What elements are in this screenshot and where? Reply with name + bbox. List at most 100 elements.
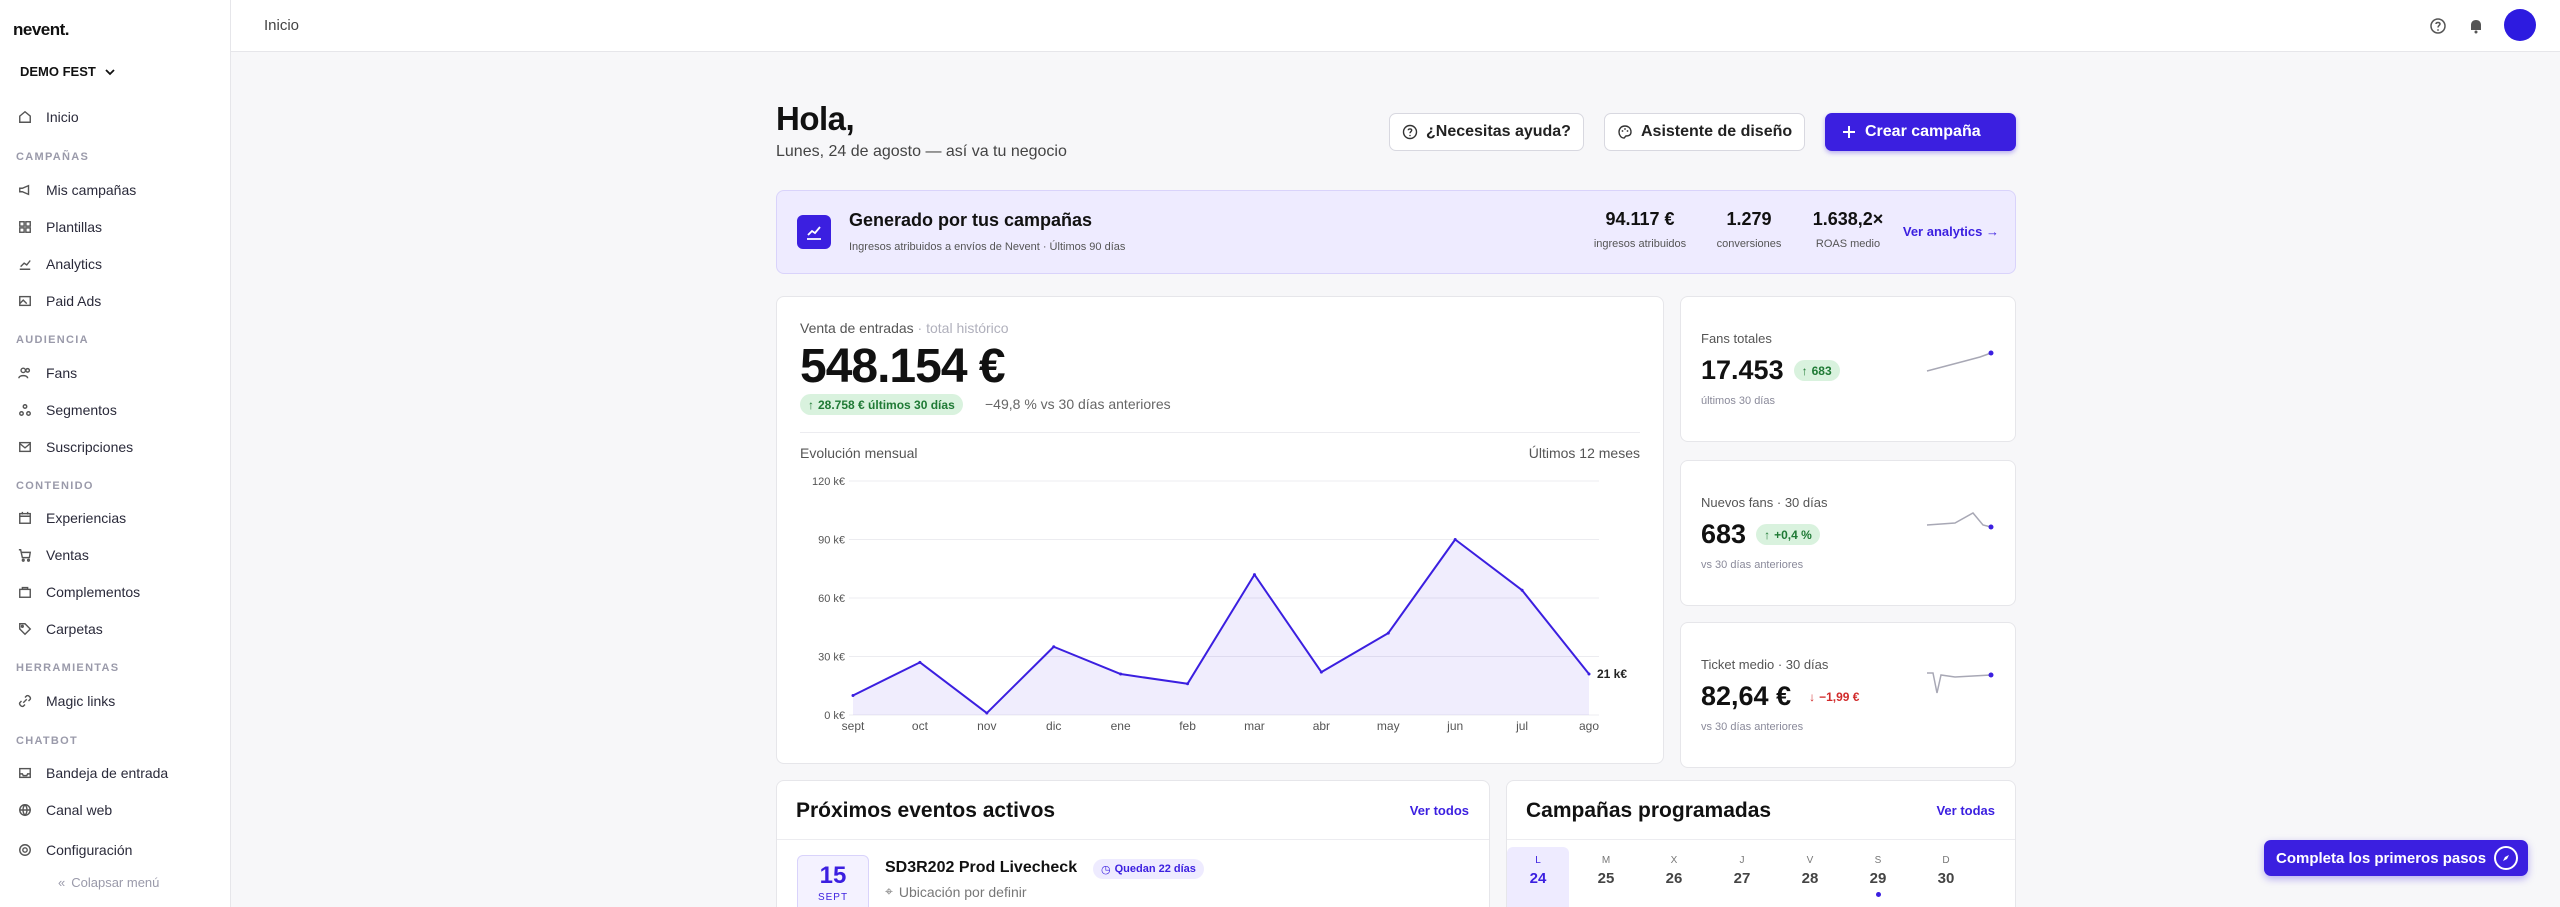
calendar-day[interactable]: X 26 xyxy=(1665,855,1683,887)
mail-icon xyxy=(19,441,31,453)
trend-badge: ↓ −1,99 € xyxy=(1809,689,1860,704)
sidebar-item-fans[interactable]: Fans xyxy=(18,362,77,384)
data-point xyxy=(1052,645,1056,649)
collapse-menu-button[interactable]: « Colapsar menú xyxy=(58,875,160,890)
x-tick-label: ene xyxy=(1111,719,1131,733)
pin-icon: ⌖ xyxy=(885,883,893,899)
sidebar-item-configuracion[interactable]: Configuración xyxy=(18,839,132,861)
arrow-up-icon: ↑ xyxy=(808,397,814,412)
sidebar-item-magic-links[interactable]: Magic links xyxy=(18,690,115,712)
divider xyxy=(800,432,1640,433)
kpi-card-new-fans[interactable]: Nuevos fans · 30 días 683 ↑ +0,4 % vs 30 … xyxy=(1680,460,2016,606)
bell-icon[interactable] xyxy=(2466,16,2486,36)
data-point xyxy=(1119,672,1123,676)
x-tick-label: nov xyxy=(977,719,996,733)
sidebar-item-inicio[interactable]: Inicio xyxy=(18,106,79,128)
sidebar-section-chatbot: CHATBOT xyxy=(16,735,79,747)
trend-badge: ↑ +0,4 % xyxy=(1756,524,1820,545)
view-all-campaigns-link[interactable]: Ver todas xyxy=(1936,803,1995,818)
calendar-day[interactable]: V 28 xyxy=(1801,855,1819,887)
evolution-label: Evolución mensual xyxy=(800,445,918,461)
x-tick-label: jul xyxy=(1515,719,1528,733)
kpi-card-fans[interactable]: Fans totales 17.453 ↑ 683 últimos 30 días xyxy=(1680,296,2016,442)
sidebar-item-analytics[interactable]: Analytics xyxy=(18,253,102,275)
x-tick-label: mar xyxy=(1244,719,1265,733)
sparkline xyxy=(1927,672,1994,694)
banner-subtitle: Ingresos atribuidos a envíos de Nevent ·… xyxy=(849,241,1126,253)
kpi-card-avg-ticket[interactable]: Ticket medio · 30 días 82,64 € ↓ −1,99 € … xyxy=(1680,622,2016,768)
calendar-day[interactable]: L 24 xyxy=(1507,847,1569,907)
page-title: Hola, xyxy=(776,100,855,137)
banner-title: Generado por tus campañas xyxy=(849,210,1093,230)
data-point xyxy=(985,711,989,715)
ticket-sales-card: Venta de entradas · total histórico 548.… xyxy=(776,296,1664,764)
event-date: 15 SEPT xyxy=(797,855,869,907)
chevron-down-icon xyxy=(105,68,115,75)
link-icon xyxy=(18,694,32,708)
design-assistant-button[interactable]: Asistente de diseño xyxy=(1604,113,1806,151)
help-button[interactable]: ¿Necesitas ayuda? xyxy=(1389,113,1584,151)
sidebar-item-plantillas[interactable]: Plantillas xyxy=(18,216,102,238)
sidebar-section-audiencia: AUDIENCIA xyxy=(16,334,89,346)
last-value-label: 21 k€ xyxy=(1597,667,1627,681)
calendar-day[interactable]: D 30 xyxy=(1937,855,1955,887)
sidebar-item-bandeja[interactable]: Bandeja de entrada xyxy=(18,762,168,784)
org-name: DEMO FEST xyxy=(20,64,96,79)
y-tick-label: 0 k€ xyxy=(824,710,845,722)
app-logo[interactable]: nevent. xyxy=(13,20,70,39)
topbar: Inicio xyxy=(231,0,2560,52)
sidebar-item-complementos[interactable]: Complementos xyxy=(18,581,140,603)
image-icon xyxy=(19,295,31,307)
x-tick-label: may xyxy=(1377,719,1400,733)
view-analytics-link[interactable]: Ver analytics → xyxy=(1902,224,1999,239)
scheduled-campaigns-card: Campañas programadas Ver todas L 24 M 25 X… xyxy=(1506,780,2016,907)
calendar-day[interactable]: M 25 xyxy=(1597,855,1615,887)
arrow-up-icon: ↑ xyxy=(1801,363,1808,378)
data-point xyxy=(1520,588,1524,592)
globe-icon xyxy=(19,804,31,817)
sidebar-item-ventas[interactable]: Ventas xyxy=(18,544,89,566)
data-point xyxy=(1453,538,1457,541)
chart-line-icon xyxy=(19,260,31,270)
evolution-range: Últimos 12 meses xyxy=(1528,445,1640,461)
series-area xyxy=(853,539,1589,715)
sparkline xyxy=(1926,512,1994,530)
arrow-up-icon: ↑ xyxy=(1764,527,1771,542)
x-tick-label: oct xyxy=(912,719,929,733)
event-countdown-badge: ◷ Quedan 22 días xyxy=(1093,859,1204,879)
calendar-day[interactable]: S 29 xyxy=(1847,855,1909,897)
breadcrumb[interactable]: Inicio xyxy=(264,17,300,34)
sales-growth-badge: ↑ 28.758 € últimos 30 días xyxy=(800,394,963,415)
inbox-icon xyxy=(19,767,31,779)
y-tick-label: 120 k€ xyxy=(812,476,845,488)
org-selector[interactable]: DEMO FEST xyxy=(20,64,116,79)
sidebar-item-carpetas[interactable]: Carpetas xyxy=(18,618,103,640)
x-tick-label: jun xyxy=(1446,719,1463,733)
x-tick-label: abr xyxy=(1313,719,1330,733)
avatar[interactable] xyxy=(2504,9,2536,41)
event-name[interactable]: SD3R202 Prod Livecheck xyxy=(885,859,1078,876)
upcoming-events-card: Próximos eventos activos Ver todos 15 SE… xyxy=(776,780,1490,907)
plus-icon xyxy=(1843,126,1855,138)
sidebar-item-segmentos[interactable]: Segmentos xyxy=(18,399,117,421)
trend-badge: ↑ 683 xyxy=(1793,360,1840,381)
sidebar-item-suscripciones[interactable]: Suscripciones xyxy=(18,436,133,458)
monthly-sales-chart: 0 k€ 30 k€ 60 k€ 90 k€ 120 k€ sept oct nov dic en… xyxy=(812,476,1627,733)
sidebar-item-paid-ads[interactable]: Paid Ads xyxy=(18,290,101,312)
help-icon[interactable] xyxy=(2428,16,2448,36)
view-all-events-link[interactable]: Ver todos xyxy=(1409,803,1469,818)
calendar-day[interactable]: J 27 xyxy=(1733,855,1751,887)
question-icon xyxy=(1402,124,1418,140)
sidebar-item-mis-campanas[interactable]: Mis campañas xyxy=(18,179,136,201)
stat-revenue: 94.117 € ingresos atribuidos xyxy=(1593,209,1687,250)
event-location: ⌖ Ubicación por definir xyxy=(885,883,1027,900)
onboarding-steps-button[interactable]: Completa los primeros pasos xyxy=(2264,840,2528,876)
sidebar-item-experiencias[interactable]: Experiencias xyxy=(18,507,126,529)
gear-icon xyxy=(19,844,31,856)
arrow-down-icon: ↓ xyxy=(1809,689,1816,704)
sidebar-item-canal-web[interactable]: Canal web xyxy=(18,799,112,821)
create-campaign-button[interactable]: Crear campaña xyxy=(1825,113,2016,151)
x-tick-label: feb xyxy=(1179,719,1196,733)
users-icon xyxy=(18,367,31,379)
megaphone-icon xyxy=(19,184,30,196)
